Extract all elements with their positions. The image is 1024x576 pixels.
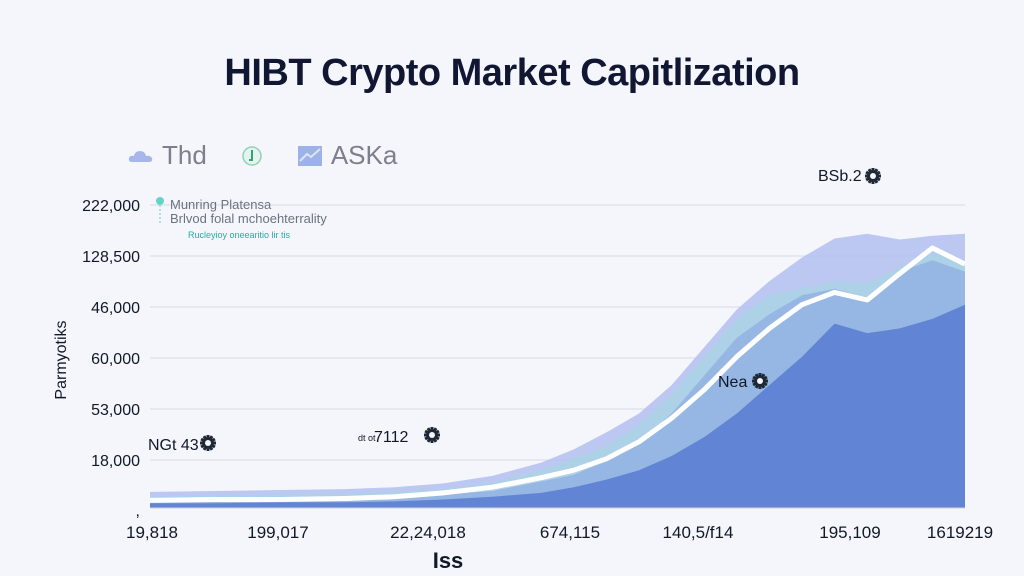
annotation-label-0: NGt 43 — [148, 437, 199, 454]
asterisk-icon — [424, 427, 440, 443]
asterisk-icon — [752, 373, 768, 389]
y-axis-title: Parmyotiks — [53, 320, 70, 399]
y-tick-label-3: 60,000 — [91, 351, 140, 368]
x-tick-label-2: 22,24,018 — [390, 523, 466, 542]
x-tick-label-1: 199,017 — [247, 523, 308, 542]
x-tick-label-3: 674,115 — [540, 523, 600, 542]
note-marker-icon — [156, 197, 164, 224]
note-2: Rucleyioy oneearitio lir tis — [188, 230, 291, 240]
annotation-label-1: 7112 — [374, 429, 409, 446]
asterisk-icon — [200, 435, 216, 451]
note-0: Munring Platensa — [170, 197, 272, 212]
cloud-icon — [128, 150, 153, 162]
y-tick-label-6: , — [136, 503, 140, 520]
area-series-3 — [150, 304, 965, 508]
note-1: Brlvod folal mchoehterrality — [170, 211, 327, 226]
x-tick-label-0: 19,818 — [126, 523, 178, 542]
chart-tile-icon — [297, 145, 322, 166]
y-tick-label-0: 222,000 — [82, 198, 140, 215]
chart-title: HIBT Crypto Market Capitlization — [224, 52, 800, 94]
legend-label-0: Thd — [162, 140, 207, 170]
y-tick-label-2: 46,000 — [91, 300, 140, 317]
x-axis-title: Iss — [433, 548, 464, 573]
annotation-label-2: Nea — [718, 374, 747, 391]
leaf-icon — [242, 145, 262, 166]
x-tick-label-5: 195,109 — [819, 523, 880, 542]
x-tick-label-6: 1619219 — [927, 523, 993, 542]
annotation-label-3: BSb.2 — [818, 168, 862, 185]
legend-item-thd: Thd — [128, 140, 207, 171]
legend-item-leaf — [241, 145, 263, 167]
x-tick-label-4: 140,5/f14 — [663, 523, 734, 542]
annotation-prefix-1: dt ot — [358, 433, 376, 443]
asterisk-icon — [865, 168, 881, 184]
legend: Thd ASKa — [128, 140, 397, 171]
y-tick-label-5: 18,000 — [91, 453, 140, 470]
y-tick-label-4: 53,000 — [91, 402, 140, 419]
legend-item-aska: ASKa — [297, 140, 398, 171]
legend-label-2: ASKa — [330, 140, 398, 170]
y-tick-label-1: 128,500 — [82, 249, 140, 266]
line-series — [149, 245, 967, 503]
